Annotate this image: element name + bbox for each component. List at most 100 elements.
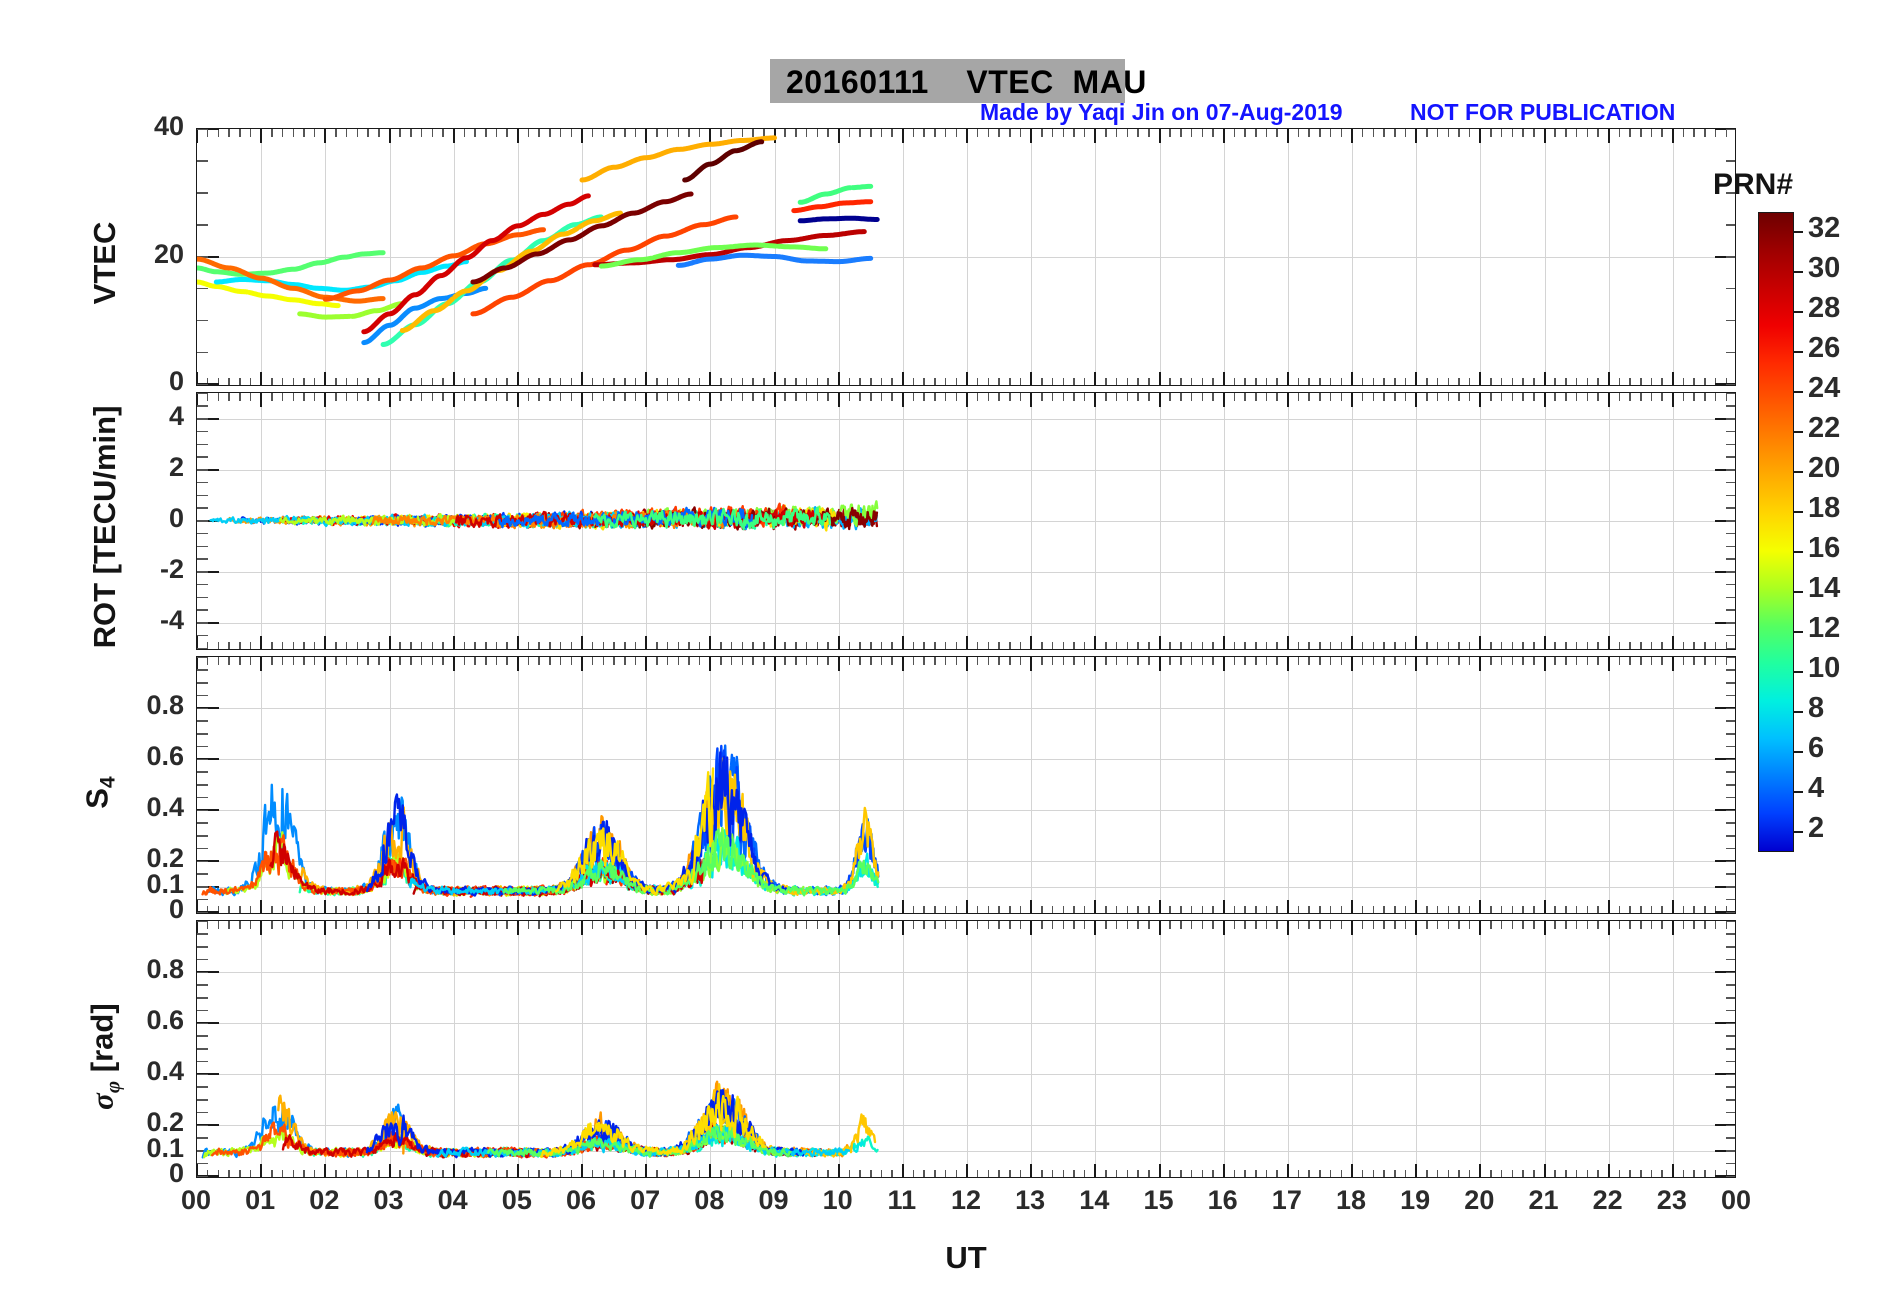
y-tick-minor: [197, 733, 208, 735]
x-tick: [356, 657, 359, 665]
x-tick: [1105, 906, 1107, 913]
x-tick: [966, 636, 968, 649]
gridline-vertical: [1416, 921, 1418, 1177]
x-tick: [228, 378, 230, 385]
x-tick: [784, 906, 786, 913]
x-tick: [527, 378, 530, 385]
x-tick: [249, 393, 252, 401]
x-tick: [1682, 657, 1685, 665]
x-tick: [281, 642, 284, 649]
x-tick: [624, 393, 626, 401]
x-tick: [1436, 393, 1439, 401]
x-tick: [1554, 393, 1556, 401]
x-tick: [1126, 642, 1129, 649]
colorbar[interactable]: [1758, 212, 1794, 852]
x-tick: [741, 906, 744, 913]
x-tick: [1426, 657, 1428, 665]
x-tick: [1618, 1170, 1621, 1177]
x-tick: [1404, 921, 1407, 929]
x-tick: [1030, 393, 1033, 407]
x-tick: [870, 921, 872, 929]
x-tick: [399, 906, 401, 913]
x-tick: [763, 921, 765, 929]
x-tick: [1286, 129, 1289, 143]
x-tick: [591, 129, 594, 137]
x-tick: [645, 636, 648, 649]
colorbar-tick-label: 16: [1808, 532, 1841, 564]
x-tick: [1704, 1170, 1706, 1177]
x-tick: [688, 921, 690, 929]
gridline-vertical: [1223, 921, 1225, 1177]
x-tick: [784, 642, 786, 649]
x-tick: [1041, 906, 1043, 913]
colorbar-tick-label: 24: [1808, 372, 1841, 404]
x-tick: [1565, 378, 1567, 385]
x-tick: [495, 393, 498, 401]
x-tick: [912, 921, 915, 929]
x-tick: [773, 393, 776, 407]
x-tick: [303, 657, 305, 665]
x-tick: [559, 906, 562, 913]
x-tick: [1404, 642, 1407, 649]
x-tick-label: 23: [1656, 1185, 1687, 1215]
x-tick: [1062, 642, 1064, 649]
x-tick: [292, 378, 294, 385]
x-tick: [1682, 921, 1685, 929]
data-trace: [675, 252, 874, 268]
x-tick: [217, 1170, 220, 1177]
x-tick: [1415, 372, 1418, 385]
x-tick: [859, 1170, 861, 1177]
x-tick: [1500, 1170, 1503, 1177]
x-tick: [998, 642, 1000, 649]
y-tick-minor: [1726, 1162, 1735, 1165]
x-tick: [1233, 1170, 1236, 1177]
x-tick: [463, 393, 466, 401]
x-tick: [410, 657, 412, 665]
y-tick-minor: [1726, 958, 1735, 961]
y-tick-minor: [197, 1048, 208, 1050]
x-tick: [1671, 1164, 1674, 1177]
y-tick-minor: [1726, 287, 1735, 290]
x-tick: [656, 378, 658, 385]
colorbar-tick: [1794, 551, 1803, 553]
gridline-vertical: [325, 921, 327, 1177]
x-tick: [816, 906, 819, 913]
x-tick: [1650, 921, 1653, 929]
y-tick-label: 4: [168, 400, 184, 431]
x-tick: [934, 378, 936, 385]
y-tick-label: 40: [153, 111, 184, 141]
y-tick-minor: [197, 443, 208, 445]
x-tick: [1554, 378, 1556, 385]
x-tick: [1190, 657, 1193, 665]
x-tick: [613, 129, 615, 137]
x-tick: [1062, 657, 1064, 665]
x-tick: [378, 642, 380, 649]
x-tick: [613, 1170, 615, 1177]
y-tick-minor: [197, 558, 208, 560]
y-tick-minor: [197, 720, 208, 722]
x-tick: [516, 129, 519, 143]
x-tick: [1083, 1170, 1086, 1177]
x-tick: [709, 657, 712, 671]
data-trace: [850, 183, 874, 191]
x-tick: [1340, 378, 1343, 385]
gridline-vertical: [582, 921, 583, 1177]
x-tick: [474, 657, 476, 665]
x-tick: [688, 657, 690, 665]
x-tick: [271, 393, 273, 401]
x-tick: [474, 642, 476, 649]
x-tick: [1169, 129, 1171, 137]
x-tick: [1201, 129, 1204, 137]
x-tick: [1725, 129, 1728, 137]
x-tick: [1458, 642, 1460, 649]
x-tick: [378, 921, 380, 929]
x-tick: [538, 906, 540, 913]
y-tick: [1715, 885, 1735, 888]
x-tick: [345, 906, 348, 913]
x-tick-label: 12: [950, 1185, 982, 1215]
gridline-vertical: [1352, 921, 1353, 1177]
x-tick: [1105, 657, 1107, 665]
y-tick: [1715, 570, 1735, 573]
x-tick: [485, 129, 487, 137]
x-tick: [260, 372, 263, 385]
